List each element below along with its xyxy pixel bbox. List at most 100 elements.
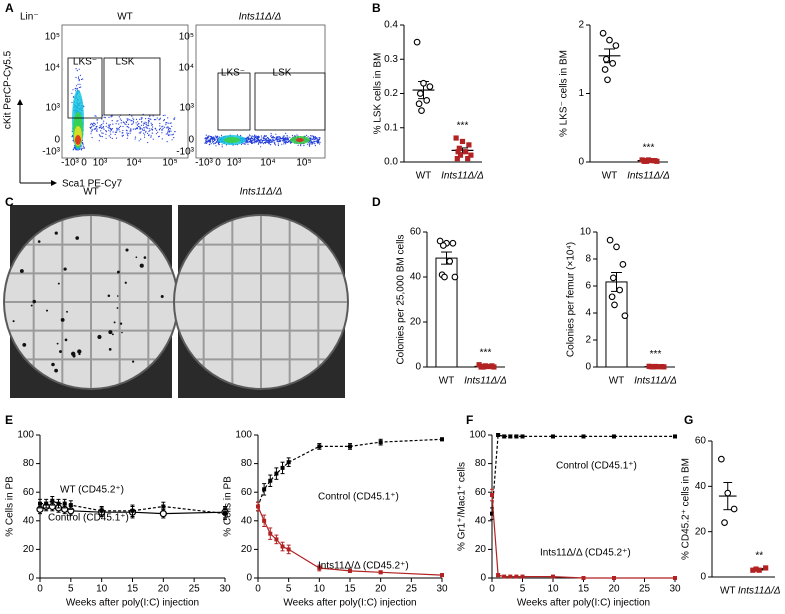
flow-event bbox=[206, 138, 207, 139]
colony bbox=[58, 283, 60, 285]
data-point bbox=[262, 519, 266, 523]
flow-event bbox=[274, 140, 275, 141]
data-point bbox=[416, 101, 422, 107]
flow-ylabel: cKit PerCP-Cy5.5 bbox=[3, 50, 14, 129]
flow-event bbox=[258, 142, 259, 143]
flow-event bbox=[81, 79, 82, 80]
data-point bbox=[514, 434, 518, 438]
data-point bbox=[69, 503, 73, 507]
flow-title: Ints11Δ/Δ bbox=[239, 12, 282, 23]
flow-event bbox=[136, 119, 137, 120]
x-tick-label: 25 bbox=[639, 584, 651, 595]
flow-event bbox=[215, 145, 216, 146]
flow-event bbox=[82, 143, 83, 144]
flow-event bbox=[251, 142, 252, 143]
data-point bbox=[466, 142, 471, 147]
flow-event bbox=[135, 128, 136, 129]
flow-event bbox=[112, 120, 113, 121]
y-tick-label: 40 bbox=[475, 515, 487, 526]
flow-event bbox=[77, 70, 78, 71]
flow-event bbox=[314, 143, 315, 144]
flow-event bbox=[75, 88, 76, 89]
colony bbox=[121, 332, 123, 334]
flow-event bbox=[252, 138, 253, 139]
flow-event bbox=[103, 127, 104, 128]
flow-event bbox=[262, 142, 263, 143]
flow-event bbox=[127, 138, 128, 139]
flow-event bbox=[248, 137, 249, 138]
flow-event bbox=[100, 130, 101, 131]
flow-event bbox=[91, 131, 92, 132]
flow-event bbox=[157, 117, 158, 118]
data-point bbox=[418, 91, 424, 97]
flow-event bbox=[71, 93, 72, 94]
flow-event bbox=[103, 123, 104, 124]
flow-event bbox=[96, 130, 97, 131]
flow-event bbox=[77, 89, 78, 90]
y-tick-label: 20 bbox=[475, 544, 487, 555]
flow-event bbox=[254, 135, 255, 136]
flow-event bbox=[269, 143, 270, 144]
flow-event bbox=[313, 138, 314, 139]
flow-event bbox=[95, 128, 96, 129]
flow-event bbox=[168, 130, 169, 131]
flow-event bbox=[246, 141, 247, 142]
colony bbox=[54, 369, 58, 373]
flow-event bbox=[140, 139, 141, 140]
flow-event bbox=[133, 122, 134, 123]
data-point bbox=[607, 237, 613, 243]
flow-event bbox=[264, 136, 265, 137]
flow-event bbox=[92, 129, 93, 130]
data-point bbox=[287, 547, 291, 551]
flow-event bbox=[110, 124, 111, 125]
flow-event bbox=[319, 143, 320, 144]
flow-density bbox=[224, 137, 240, 143]
plate-title: WT bbox=[83, 187, 99, 198]
flow-event bbox=[140, 131, 141, 132]
flow-event bbox=[300, 145, 301, 146]
data-point bbox=[651, 364, 656, 369]
flow-event bbox=[103, 129, 104, 130]
flow-event bbox=[319, 139, 320, 140]
data-point bbox=[491, 364, 496, 369]
flow-event bbox=[248, 139, 249, 140]
flow-tick: 0 bbox=[81, 158, 87, 169]
flow-event bbox=[174, 131, 175, 132]
x-tick-label: 5 bbox=[286, 584, 292, 595]
data-point bbox=[414, 39, 420, 45]
panel-letter: C bbox=[5, 195, 14, 209]
flow-event bbox=[104, 117, 105, 118]
colony bbox=[144, 256, 147, 259]
flow-event bbox=[167, 127, 168, 128]
flow-event bbox=[153, 139, 154, 140]
flow-event bbox=[256, 138, 257, 139]
flow-event bbox=[92, 137, 93, 138]
flow-event bbox=[270, 136, 271, 137]
colony bbox=[109, 348, 112, 351]
flow-event bbox=[161, 132, 162, 133]
flow-event bbox=[313, 142, 314, 143]
flow-gate-label: LKS⁻ bbox=[221, 68, 245, 79]
flow-event bbox=[170, 128, 171, 129]
flow-event bbox=[254, 140, 255, 141]
flow-event bbox=[208, 137, 209, 138]
flow-event bbox=[133, 121, 134, 122]
flow-tick: 10³ bbox=[227, 158, 242, 169]
colony bbox=[135, 256, 137, 258]
flow-event bbox=[259, 140, 260, 141]
flow-event bbox=[90, 133, 91, 134]
colony bbox=[64, 267, 67, 270]
flow-event bbox=[122, 126, 123, 127]
flow-event bbox=[105, 130, 106, 131]
flow-event bbox=[217, 139, 218, 140]
flow-event bbox=[120, 118, 121, 119]
data-point bbox=[613, 43, 619, 49]
data-point bbox=[463, 149, 468, 154]
flow-event bbox=[119, 127, 120, 128]
flow-event bbox=[82, 148, 83, 149]
series-line bbox=[492, 495, 675, 578]
data-point bbox=[424, 98, 430, 104]
data-point bbox=[551, 575, 555, 579]
flow-event bbox=[253, 142, 254, 143]
flow-event bbox=[132, 118, 133, 119]
